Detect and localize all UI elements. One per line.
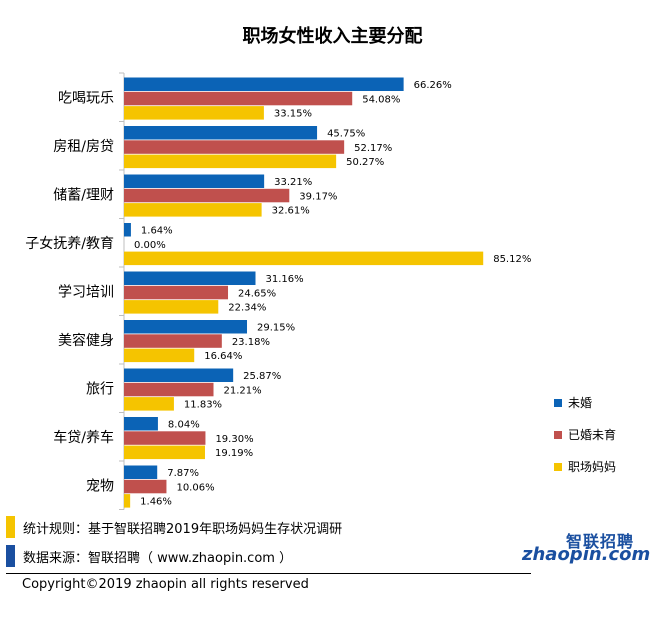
data-label-mothers: 85.12% xyxy=(493,254,531,265)
bar-single xyxy=(124,77,404,91)
bar-mothers xyxy=(124,348,195,363)
data-label-married: 39.17% xyxy=(299,191,337,202)
chart-title: 职场女性收入主要分配 xyxy=(242,26,423,47)
category-label: 吃喝玩乐 xyxy=(58,90,114,106)
data-label-mothers: 19.19% xyxy=(215,448,253,459)
bar-married xyxy=(124,188,290,203)
stat-rule-note: 统计规则：基于智联招聘2019年职场妈妈生存状况调研 xyxy=(6,516,342,538)
bar-single xyxy=(124,417,158,431)
legend-item-mothers: 职场妈妈 xyxy=(554,458,616,475)
data-label-married: 52.17% xyxy=(354,143,392,154)
legend-label-single: 未婚 xyxy=(568,396,593,410)
bar-single xyxy=(124,368,234,382)
legend-swatch-mothers xyxy=(554,462,562,471)
data-label-single: 45.75% xyxy=(327,129,365,140)
bar-single xyxy=(124,465,158,479)
category-label: 旅行 xyxy=(86,381,114,397)
data-label-mothers: 33.15% xyxy=(274,109,312,120)
data-label-mothers: 32.61% xyxy=(272,206,310,217)
data-label-single: 7.87% xyxy=(167,468,199,479)
data-label-married: 19.30% xyxy=(215,434,253,445)
source-marker xyxy=(6,545,15,567)
data-label-mothers: 50.27% xyxy=(346,157,384,168)
bar-mothers xyxy=(124,251,484,266)
data-label-mothers: 16.64% xyxy=(204,351,242,362)
bar-mothers xyxy=(124,300,219,314)
bar-single xyxy=(124,223,131,237)
legend-swatch-married xyxy=(554,430,562,439)
bar-mothers xyxy=(124,106,264,120)
category-label: 美容健身 xyxy=(58,332,114,349)
data-label-single: 25.87% xyxy=(243,371,281,382)
bar-married xyxy=(124,285,229,300)
bar-single xyxy=(124,174,265,188)
data-label-married: 24.65% xyxy=(238,288,276,299)
bar-married xyxy=(124,140,345,154)
category-label: 储蓄/理财 xyxy=(53,187,114,203)
data-label-mothers: 1.46% xyxy=(140,497,172,508)
legend-swatch-single xyxy=(554,398,562,407)
rule-text: 统计规则：基于智联招聘2019年职场妈妈生存状况调研 xyxy=(23,521,343,537)
rule-marker xyxy=(6,516,15,538)
bar-married xyxy=(124,479,167,494)
data-label-mothers: 22.34% xyxy=(228,303,266,314)
copyright-text: Copyright©2019 zhaopin all rights reserv… xyxy=(22,577,309,592)
logo-cn: 智联招聘 xyxy=(566,532,635,551)
bar-mothers xyxy=(124,203,262,217)
data-source-note: 数据来源：智联招聘（ www.zhaopin.com ） xyxy=(6,545,292,567)
bar-mothers xyxy=(124,494,131,508)
legend-item-single: 未婚 xyxy=(554,394,592,411)
data-label-single: 8.04% xyxy=(168,420,200,431)
source-text: 数据来源：智联招聘（ www.zhaopin.com ） xyxy=(23,550,293,566)
bar-single xyxy=(124,320,248,334)
category-label: 车贷/养车 xyxy=(53,429,114,446)
data-label-single: 1.64% xyxy=(141,226,173,237)
legend-label-married: 已婚未育 xyxy=(568,428,617,442)
bar-mothers xyxy=(124,154,337,169)
bar-single xyxy=(124,271,256,285)
category-label: 学习培训 xyxy=(58,284,114,300)
data-label-married: 0.00% xyxy=(134,240,166,251)
bar-chart: 吃喝玩乐 66.26% 54.08% 33.15% 房租/房贷 45.75% 52.17% 5… xyxy=(25,72,531,510)
bar-mothers xyxy=(124,397,174,411)
bar-married xyxy=(124,431,206,445)
data-label-married: 10.06% xyxy=(176,482,214,493)
legend-item-married: 已婚未育 xyxy=(554,426,616,443)
category-label: 子女抚养/教育 xyxy=(25,235,114,252)
footer-divider xyxy=(6,573,531,574)
bar-married xyxy=(124,91,353,106)
zhaopin-logo: 智联招聘 zhaopin.com xyxy=(522,528,652,578)
logo-en: zhaopin.com xyxy=(522,544,651,565)
bar-single xyxy=(124,126,318,140)
data-label-single: 33.21% xyxy=(274,177,312,188)
data-label-married: 21.21% xyxy=(224,385,262,396)
bar-mothers xyxy=(124,445,205,460)
category-label: 房租/房贷 xyxy=(53,139,114,155)
legend-label-mothers: 职场妈妈 xyxy=(568,460,617,474)
bar-married xyxy=(124,382,214,397)
data-label-single: 29.15% xyxy=(257,323,295,334)
data-label-married: 54.08% xyxy=(362,94,400,105)
data-label-single: 66.26% xyxy=(414,80,452,91)
data-label-mothers: 11.83% xyxy=(184,400,222,411)
bar-married xyxy=(124,334,222,348)
data-label-married: 23.18% xyxy=(232,337,270,348)
category-label: 宠物 xyxy=(86,478,114,494)
data-label-single: 31.16% xyxy=(265,274,303,285)
